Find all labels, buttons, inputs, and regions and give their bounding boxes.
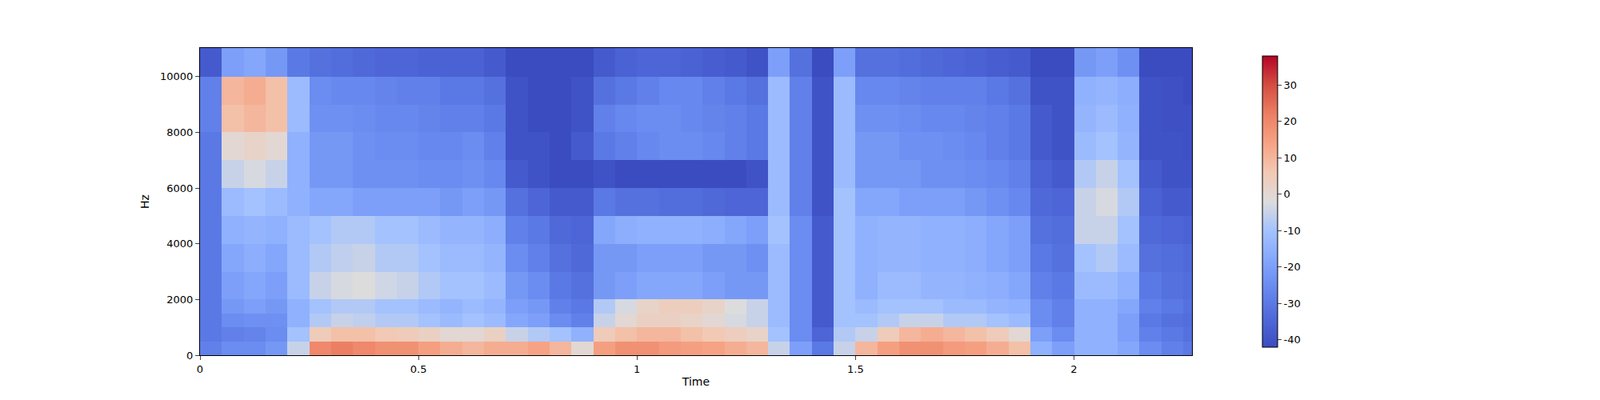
svg-text:Time: Time (681, 375, 710, 388)
svg-text:6000: 6000 (166, 182, 193, 195)
svg-text:Hz: Hz (138, 194, 152, 209)
svg-text:30: 30 (1284, 79, 1298, 92)
svg-text:0.5: 0.5 (410, 363, 428, 376)
svg-text:-30: -30 (1284, 297, 1301, 310)
svg-text:20: 20 (1284, 115, 1298, 128)
svg-text:2000: 2000 (166, 293, 193, 306)
svg-text:2: 2 (1070, 363, 1077, 376)
svg-text:0: 0 (186, 349, 193, 362)
svg-text:-40: -40 (1284, 333, 1301, 346)
svg-text:0: 0 (1284, 188, 1291, 200)
svg-text:-10: -10 (1284, 224, 1301, 237)
svg-text:4000: 4000 (166, 237, 193, 250)
svg-text:0: 0 (196, 363, 204, 376)
svg-text:10: 10 (1284, 152, 1298, 164)
svg-text:-20: -20 (1284, 260, 1301, 273)
svg-text:1.5: 1.5 (847, 363, 864, 376)
svg-text:1: 1 (633, 363, 640, 376)
svg-text:10000: 10000 (160, 70, 193, 83)
svg-text:8000: 8000 (166, 126, 193, 139)
